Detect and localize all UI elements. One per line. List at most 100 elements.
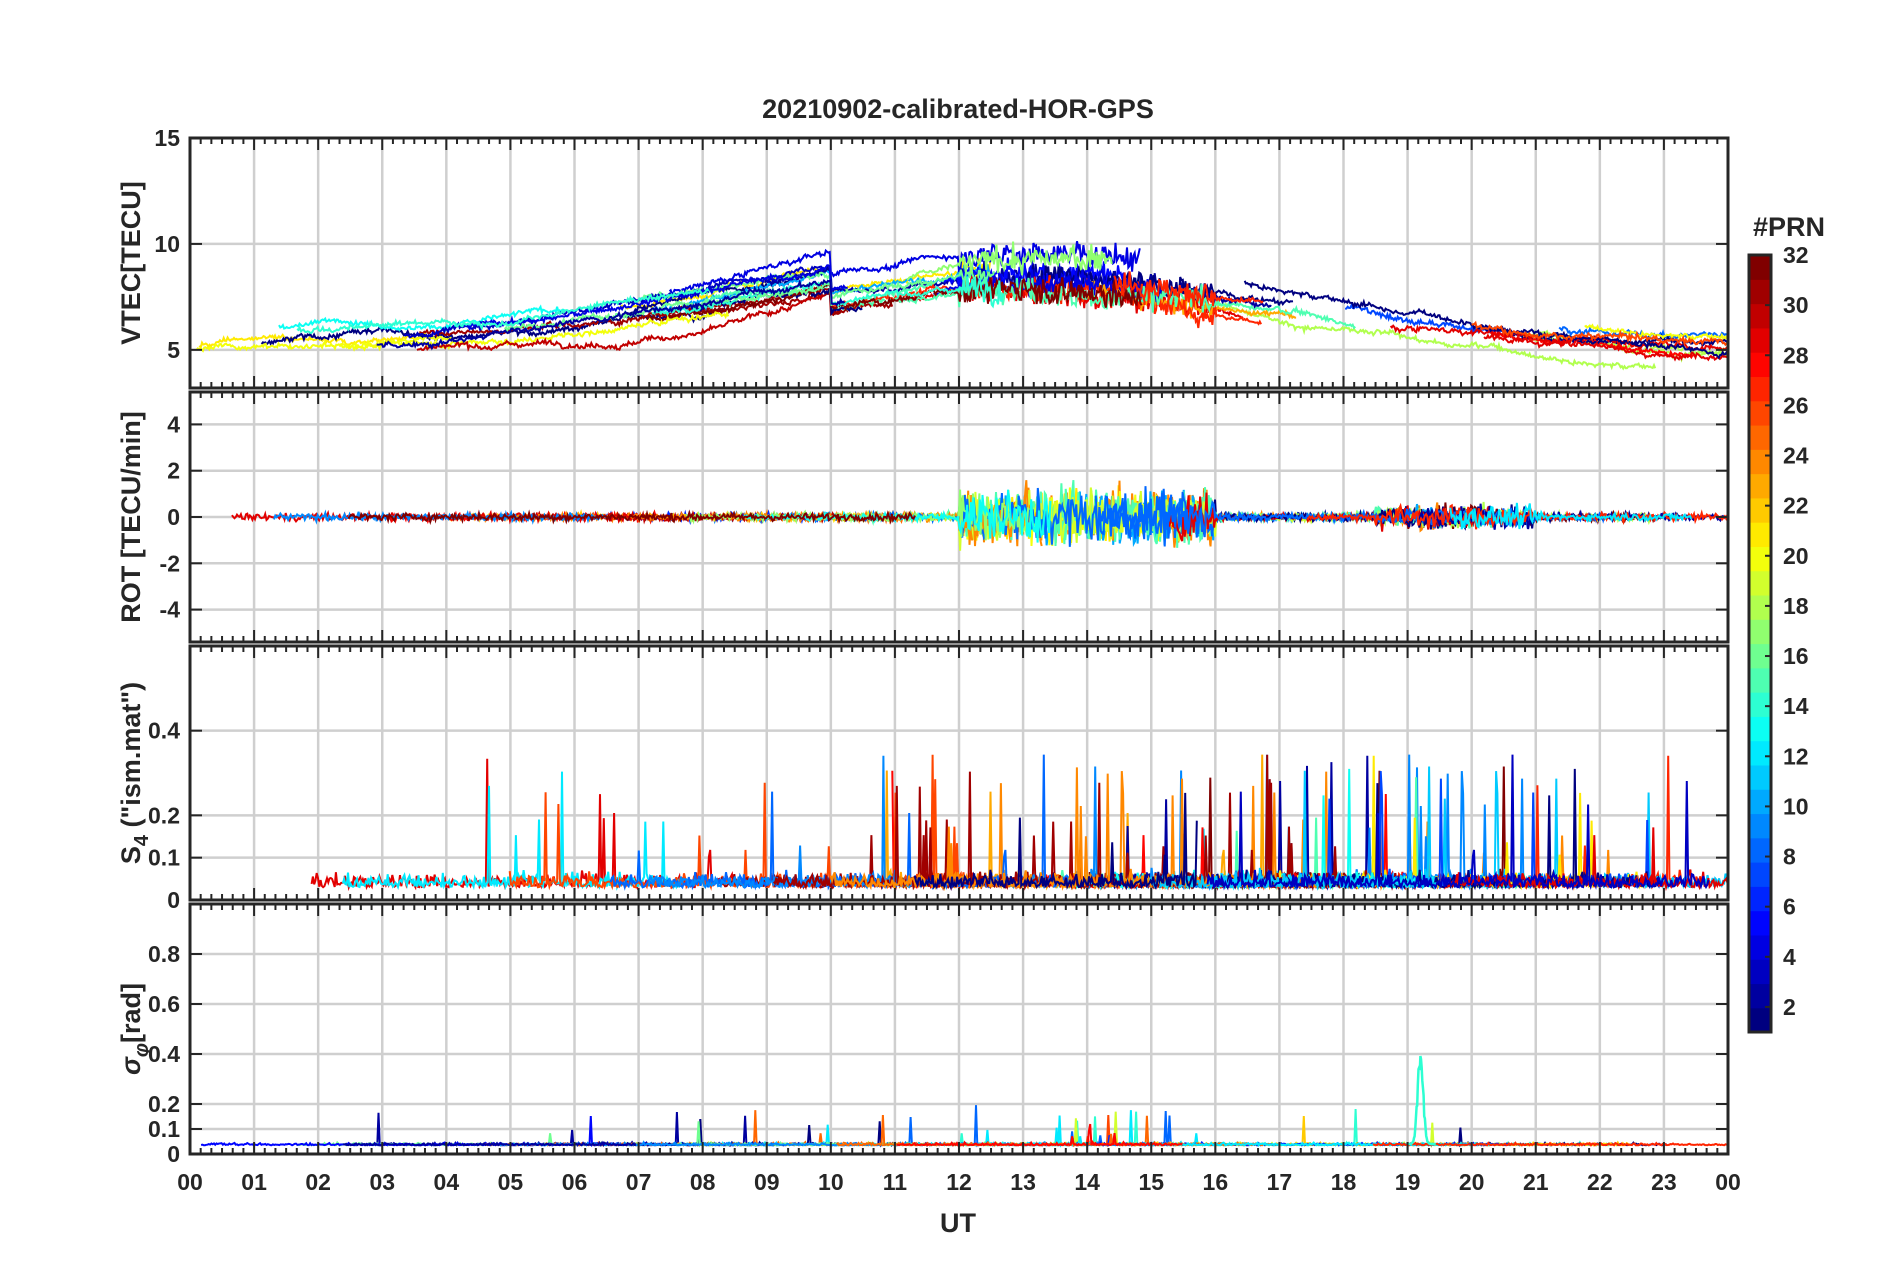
grid-sigma_phi — [190, 904, 1728, 1154]
colorbar-segment — [1749, 692, 1771, 717]
colorbar-segment — [1749, 1007, 1771, 1033]
colorbar-tick-label: 14 — [1783, 693, 1809, 719]
sigma-arc — [1139, 1115, 1632, 1148]
vtec-arc — [1483, 332, 1728, 362]
x-tick-label: 00 — [177, 1169, 203, 1195]
colorbar-tick-label: 32 — [1783, 242, 1809, 268]
panel-vtec: 5 10 15 VTEC[TECU] — [116, 125, 1730, 390]
colorbar-segment — [1749, 546, 1771, 572]
colorbar-segment — [1749, 643, 1771, 669]
colorbar-tick-label: 6 — [1783, 894, 1796, 920]
s4-arc — [1206, 754, 1710, 891]
x-tick-label: 03 — [369, 1169, 395, 1195]
y-tick-label: -4 — [160, 597, 181, 623]
vtec-arc — [1243, 280, 1728, 360]
sigma-arc — [200, 1115, 659, 1148]
s4-arc — [884, 770, 1089, 892]
y-tick-label: 4 — [167, 411, 180, 437]
colorbar-segment — [1749, 352, 1771, 378]
colorbar-tick-label: 8 — [1783, 844, 1796, 870]
x-axis-label: UT — [940, 1208, 976, 1238]
vtec-arc — [195, 335, 454, 353]
panel-s4: 0 0.1 0.2 0.4S4 ("ism.mat") — [116, 644, 1730, 913]
colorbar-segment — [1749, 400, 1771, 426]
colorbar-segment — [1749, 813, 1771, 839]
y-tick-label: 0.1 — [148, 845, 180, 871]
y-tick-label: 0.2 — [148, 802, 180, 828]
y-tick-label: 10 — [154, 231, 180, 257]
y-tick-label: 0 — [167, 504, 180, 530]
vtec-arc — [376, 278, 846, 351]
vtec-arc — [1113, 271, 1264, 307]
colorbar-segment — [1749, 764, 1771, 790]
y-tick-label: 2 — [167, 458, 180, 484]
colorbar-tick-label: 2 — [1783, 994, 1796, 1020]
y-tick-label: 0.1 — [148, 1116, 180, 1142]
sigma-arc — [896, 1123, 1183, 1147]
colorbar-segment — [1749, 934, 1771, 960]
sigma-arc — [1372, 1141, 1728, 1147]
colorbar-frame — [1747, 253, 1773, 1034]
y-axis-label-s4: S4 ("ism.mat") — [116, 682, 153, 864]
colorbar-segment — [1749, 497, 1771, 523]
sigma-arc — [675, 1121, 995, 1148]
vtec-arc — [278, 304, 566, 332]
x-tick-label: 11 — [883, 1169, 908, 1195]
colorbar-segment — [1749, 716, 1771, 742]
colorbar-segment — [1749, 910, 1771, 936]
traces-vtec — [195, 241, 1728, 371]
x-tick-label: 20 — [1459, 1169, 1485, 1195]
x-tick-label: 12 — [946, 1169, 972, 1195]
y-tick-label: 0 — [167, 887, 180, 913]
x-tick-label: 01 — [241, 1169, 267, 1195]
colorbar-segment — [1749, 449, 1771, 475]
colorbar-segment — [1749, 279, 1771, 305]
sigma-arc — [549, 1118, 935, 1148]
y-tick-label: 0.4 — [148, 1041, 180, 1067]
rot-arc — [1449, 502, 1693, 530]
sigma-arc — [702, 1115, 1093, 1148]
x-tick-label: 04 — [434, 1169, 460, 1195]
colorbar-tick-label: 20 — [1783, 543, 1809, 569]
y-tick-label: -2 — [160, 550, 180, 576]
x-tick-label: 16 — [1203, 1169, 1229, 1195]
vtec-arc — [1217, 302, 1657, 371]
x-tick-label: 05 — [498, 1169, 524, 1195]
vtec-arc — [339, 310, 730, 352]
y-axis-label-rot: ROT [TECU/min] — [116, 411, 146, 622]
panel-rot: -4 -2 0 2 4 ROT [TECU/min] — [116, 390, 1730, 644]
colorbar-segment — [1749, 667, 1771, 693]
sigma-arc — [976, 1110, 1263, 1147]
vtec-arc — [416, 293, 825, 352]
colorbar-segment — [1749, 594, 1771, 620]
rot-arc — [347, 509, 916, 526]
x-tick-label: 07 — [626, 1169, 652, 1195]
x-tick-labels: 00 01 02 03 04 05 06 07 08 09 10 11 12 13 14 15 16 17 18 19… — [177, 1169, 1741, 1195]
colorbar-tick-label: 12 — [1783, 743, 1809, 769]
colorbar-tick-label: 26 — [1783, 392, 1809, 418]
x-tick-label: 00 — [1715, 1169, 1741, 1195]
colorbar-segment — [1749, 303, 1771, 329]
x-tick-label: 02 — [305, 1169, 331, 1195]
figure-title: 20210902-calibrated-HOR-GPS — [762, 94, 1154, 124]
traces-rot — [231, 480, 1728, 551]
grid-s4 — [190, 646, 1728, 900]
y-tick-label: 0.8 — [148, 941, 180, 967]
x-tick-label: 22 — [1587, 1169, 1613, 1195]
colorbar-segment — [1749, 789, 1771, 815]
x-tick-label: 09 — [754, 1169, 780, 1195]
y-axis-label-sigma_phi: σφ[rad] — [116, 983, 153, 1075]
y-tick-label: 0.2 — [148, 1091, 180, 1117]
s4-arc — [773, 771, 1342, 891]
colorbar-segment — [1749, 619, 1771, 645]
x-tick-label: 21 — [1523, 1169, 1549, 1195]
y-tick-label: 5 — [167, 337, 180, 363]
sigma-arc — [1337, 1108, 1611, 1148]
y-tick-label: 15 — [154, 125, 180, 151]
colorbar-segment — [1749, 473, 1771, 499]
vtec-arc — [503, 281, 833, 333]
colorbar-segment — [1749, 837, 1771, 863]
panel-sigma_phi: 00.10.2 0.4 0.6 0.8 σφ[rad] — [116, 902, 1730, 1167]
colorbar-tick-label: 4 — [1783, 944, 1796, 970]
